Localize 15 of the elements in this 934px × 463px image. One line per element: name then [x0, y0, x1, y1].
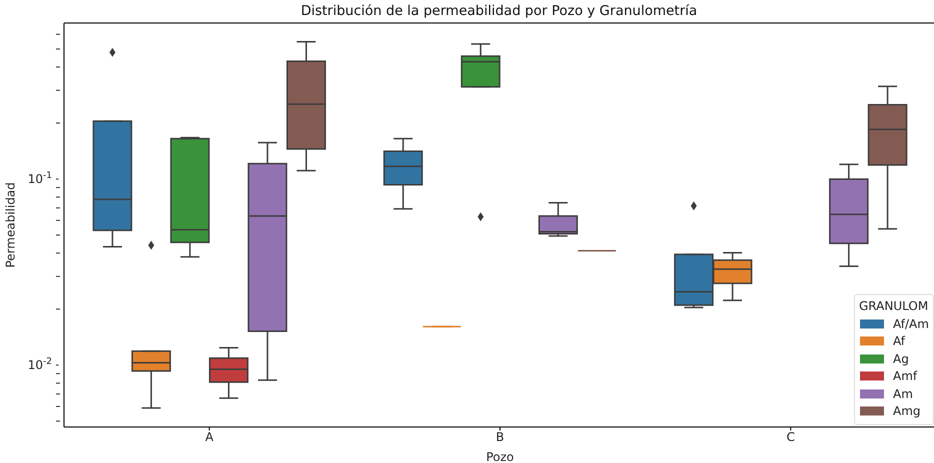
x-tick-label: C — [786, 430, 795, 444]
y-tick-label: 10$^{-2}$ — [28, 357, 52, 372]
x-tick-label: B — [496, 430, 504, 444]
legend-label: Am — [893, 386, 913, 401]
y-axis-title: Permeabilidad — [3, 182, 18, 268]
legend-title: GRANULOM — [859, 299, 929, 313]
x-tick-label: A — [205, 430, 214, 444]
y-tick-label: 10$^{-1}$ — [28, 171, 52, 186]
legend-label: Amg — [893, 404, 921, 418]
legend-label: Ag — [893, 352, 909, 366]
chart-title: Distribución de la permeabilidad por Pozo y Granulometría — [300, 3, 698, 19]
x-axis-title: Pozo — [486, 450, 514, 463]
legend-label: Af — [893, 334, 906, 348]
legend-label: Af/Am — [893, 316, 929, 331]
legend-label: Amf — [893, 369, 918, 384]
